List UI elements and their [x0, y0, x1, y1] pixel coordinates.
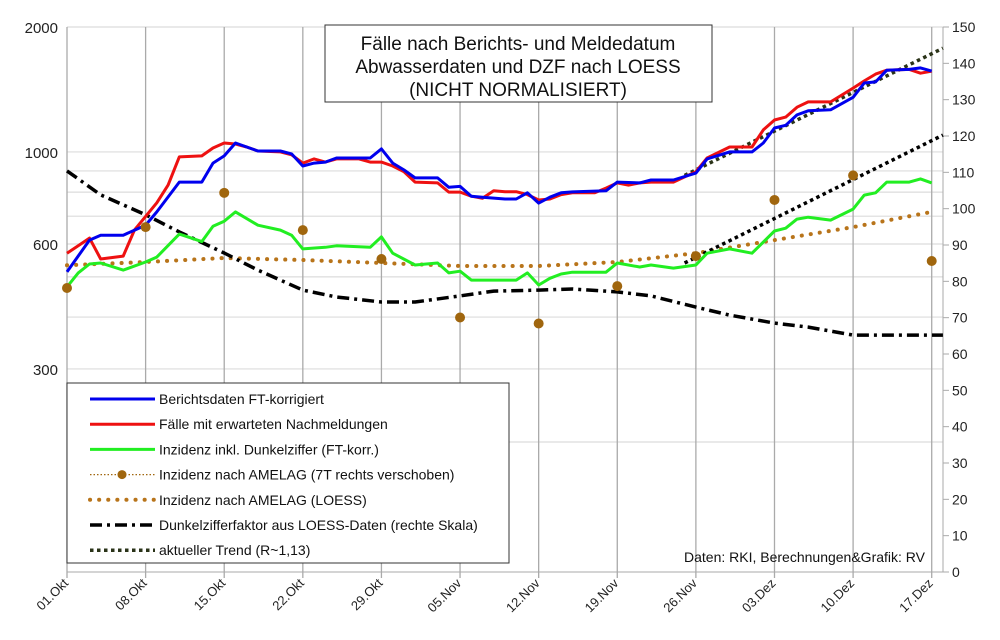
data-point	[533, 318, 544, 329]
data-point	[455, 312, 466, 323]
title-line-2: Abwasserdaten und DZF nach LOESS	[355, 57, 680, 78]
legend-label: Berichtsdaten FT-korrigiert	[159, 391, 324, 407]
left-tick-label: 1000	[25, 145, 58, 162]
series-line-trend-line	[683, 133, 944, 265]
right-tick-label: 50	[952, 382, 968, 398]
series-line-inzidenz-nach-amelag-loess	[65, 209, 934, 268]
right-tick-label: 130	[952, 92, 976, 108]
data-point	[376, 254, 387, 265]
data-point	[612, 281, 623, 292]
right-tick-label: 150	[952, 19, 976, 35]
right-tick-label: 100	[952, 201, 976, 217]
legend-label: Inzidenz nach AMELAG (7T rechts verschob…	[159, 467, 454, 483]
right-tick-label: 120	[952, 128, 976, 144]
data-point	[219, 187, 230, 198]
title-box: Fälle nach Berichts- und Meldedatum Abwa…	[324, 24, 713, 103]
data-point	[140, 222, 151, 233]
legend-label: Inzidenz inkl. Dunkelziffer (FT-korr.)	[159, 441, 379, 457]
series-layer	[62, 46, 944, 337]
legend-label: Dunkelzifferfaktor aus LOESS-Daten (rech…	[159, 517, 478, 533]
legend-marker	[117, 470, 127, 480]
left-tick-label: 300	[33, 362, 58, 379]
right-tick-label: 80	[952, 273, 968, 289]
right-tick-label: 110	[952, 164, 975, 180]
data-point	[62, 283, 72, 294]
right-tick-label: 60	[952, 346, 968, 362]
data-point	[297, 225, 308, 236]
left-tick-label: 600	[33, 237, 58, 254]
legend-label: aktueller Trend (R~1,13)	[159, 542, 310, 558]
data-point	[690, 251, 701, 262]
data-point	[848, 170, 859, 181]
legend-label: Inzidenz nach AMELAG (LOESS)	[159, 492, 367, 508]
source-note: Daten: RKI, Berechnungen&Grafik: RV	[684, 549, 926, 565]
left-tick-label: 2000	[25, 20, 58, 37]
series-line-berichtsdaten-ft-korrigiert	[65, 66, 933, 273]
title-line-3: (NICHT NORMALISIERT)	[409, 80, 627, 101]
right-tick-label: 90	[952, 237, 968, 253]
right-tick-label: 10	[952, 528, 968, 544]
series-line-f-lle-mit-erwarteten-nachmeldungen	[66, 67, 932, 261]
legend-label: Fälle mit erwarteten Nachmeldungen	[159, 416, 388, 432]
right-tick-label: 70	[952, 310, 968, 326]
right-tick-label: 30	[952, 455, 968, 471]
data-point	[926, 255, 937, 266]
right-tick-label: 0	[952, 564, 960, 580]
data-point	[769, 194, 780, 205]
title-line-1: Fälle nach Berichts- und Meldedatum	[361, 34, 676, 55]
legend: Berichtsdaten FT-korrigiert Fälle mit erw…	[66, 382, 510, 564]
series-line-inzidenz-inkl-dunkelziffer-ft-korr	[65, 177, 933, 288]
right-tick-label: 140	[952, 55, 976, 71]
right-tick-label: 40	[952, 419, 968, 435]
right-tick-label: 20	[952, 491, 968, 507]
